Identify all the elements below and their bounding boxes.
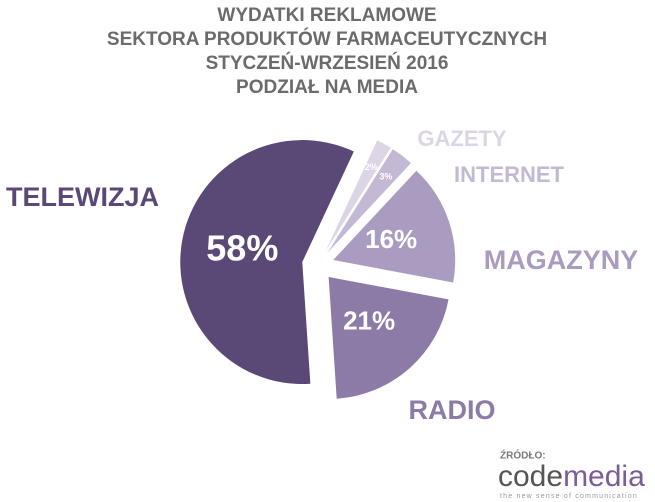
value-label: 16% — [365, 224, 417, 254]
pie-slice — [180, 140, 354, 385]
pie-slice — [327, 149, 411, 253]
title-line: STYCZEŃ-WRZESIEŃ 2016 — [206, 52, 449, 74]
category-label: GAZETY — [417, 126, 507, 151]
value-label: 3% — [379, 171, 392, 181]
value-label: 2% — [365, 162, 378, 172]
value-label: 21% — [343, 305, 395, 335]
logo-part: media — [563, 460, 645, 493]
title-line: PODZIAŁ NA MEDIA — [236, 77, 418, 98]
title-line: SEKTORA PRODUKTÓW FARMACEUTYCZNYCH — [107, 28, 547, 50]
category-label: RADIO — [409, 395, 496, 425]
value-label: 58% — [206, 227, 278, 268]
logo-part: code — [498, 460, 563, 493]
source-tagline: the new sense of communication — [500, 493, 638, 500]
source-logo: codemedia — [498, 460, 645, 493]
category-label: MAGAZYNY — [484, 245, 639, 275]
pie-slice — [325, 140, 391, 251]
category-label: INTERNET — [454, 162, 565, 187]
title-line: WYDATKI REKLAMOWE — [217, 5, 436, 26]
category-label: TELEWIZJA — [6, 182, 159, 212]
title: WYDATKI REKLAMOWE SEKTORA PRODUKTÓW FARM… — [107, 5, 547, 98]
pie-slice — [333, 170, 456, 283]
pie-slice — [328, 276, 449, 399]
source-label: ŹRÓDŁO: — [500, 449, 546, 462]
